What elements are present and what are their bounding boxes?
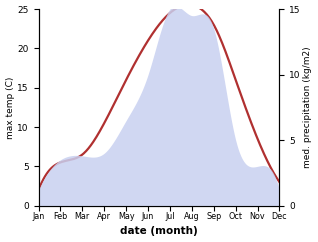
X-axis label: date (month): date (month) bbox=[120, 227, 198, 236]
Y-axis label: med. precipitation (kg/m2): med. precipitation (kg/m2) bbox=[303, 46, 313, 168]
Y-axis label: max temp (C): max temp (C) bbox=[5, 76, 15, 138]
